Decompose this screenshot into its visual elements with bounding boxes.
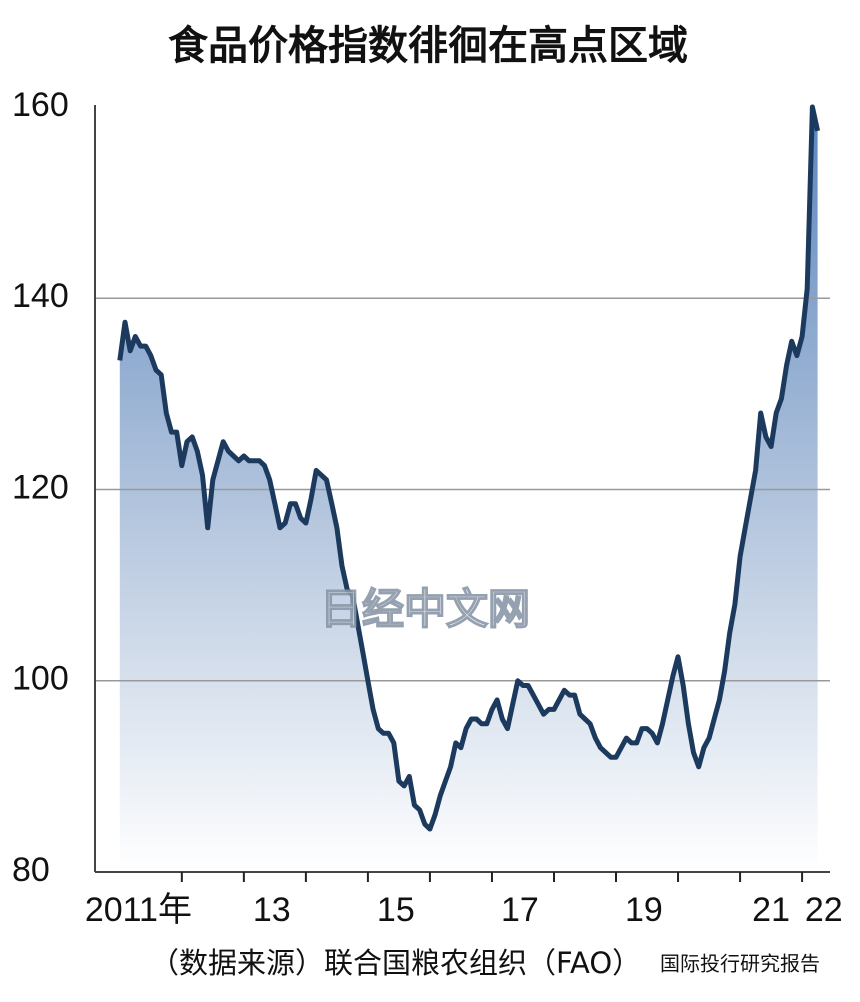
watermark: 日经中文网 bbox=[320, 585, 530, 634]
plot: 80 100 120 140 160 2011年 13 15 17 19 21 22 bbox=[12, 86, 843, 929]
x-tick-label: 2011年 bbox=[85, 891, 192, 929]
y-tick-label: 140 bbox=[12, 277, 69, 315]
x-tick-label: 13 bbox=[253, 891, 291, 929]
chart-title: 食品价格指数徘徊在高点区域 bbox=[168, 23, 688, 69]
y-tick-label: 80 bbox=[12, 851, 50, 889]
line bbox=[117, 104, 821, 832]
x-tick-label: 15 bbox=[377, 891, 415, 929]
y-tick-label: 160 bbox=[12, 86, 69, 124]
x-tick-label: 17 bbox=[501, 891, 539, 929]
x-tick-label: 19 bbox=[625, 891, 663, 929]
footer: 国际投行研究报告 bbox=[660, 952, 820, 976]
x-tick-label: 21 bbox=[752, 891, 790, 929]
y-tick-label: 100 bbox=[12, 660, 69, 698]
source: （数据来源）联合国粮农组织（FAO） bbox=[150, 946, 641, 980]
x-tick-label: 22 bbox=[805, 891, 843, 929]
y-tick-label: 120 bbox=[12, 468, 69, 506]
